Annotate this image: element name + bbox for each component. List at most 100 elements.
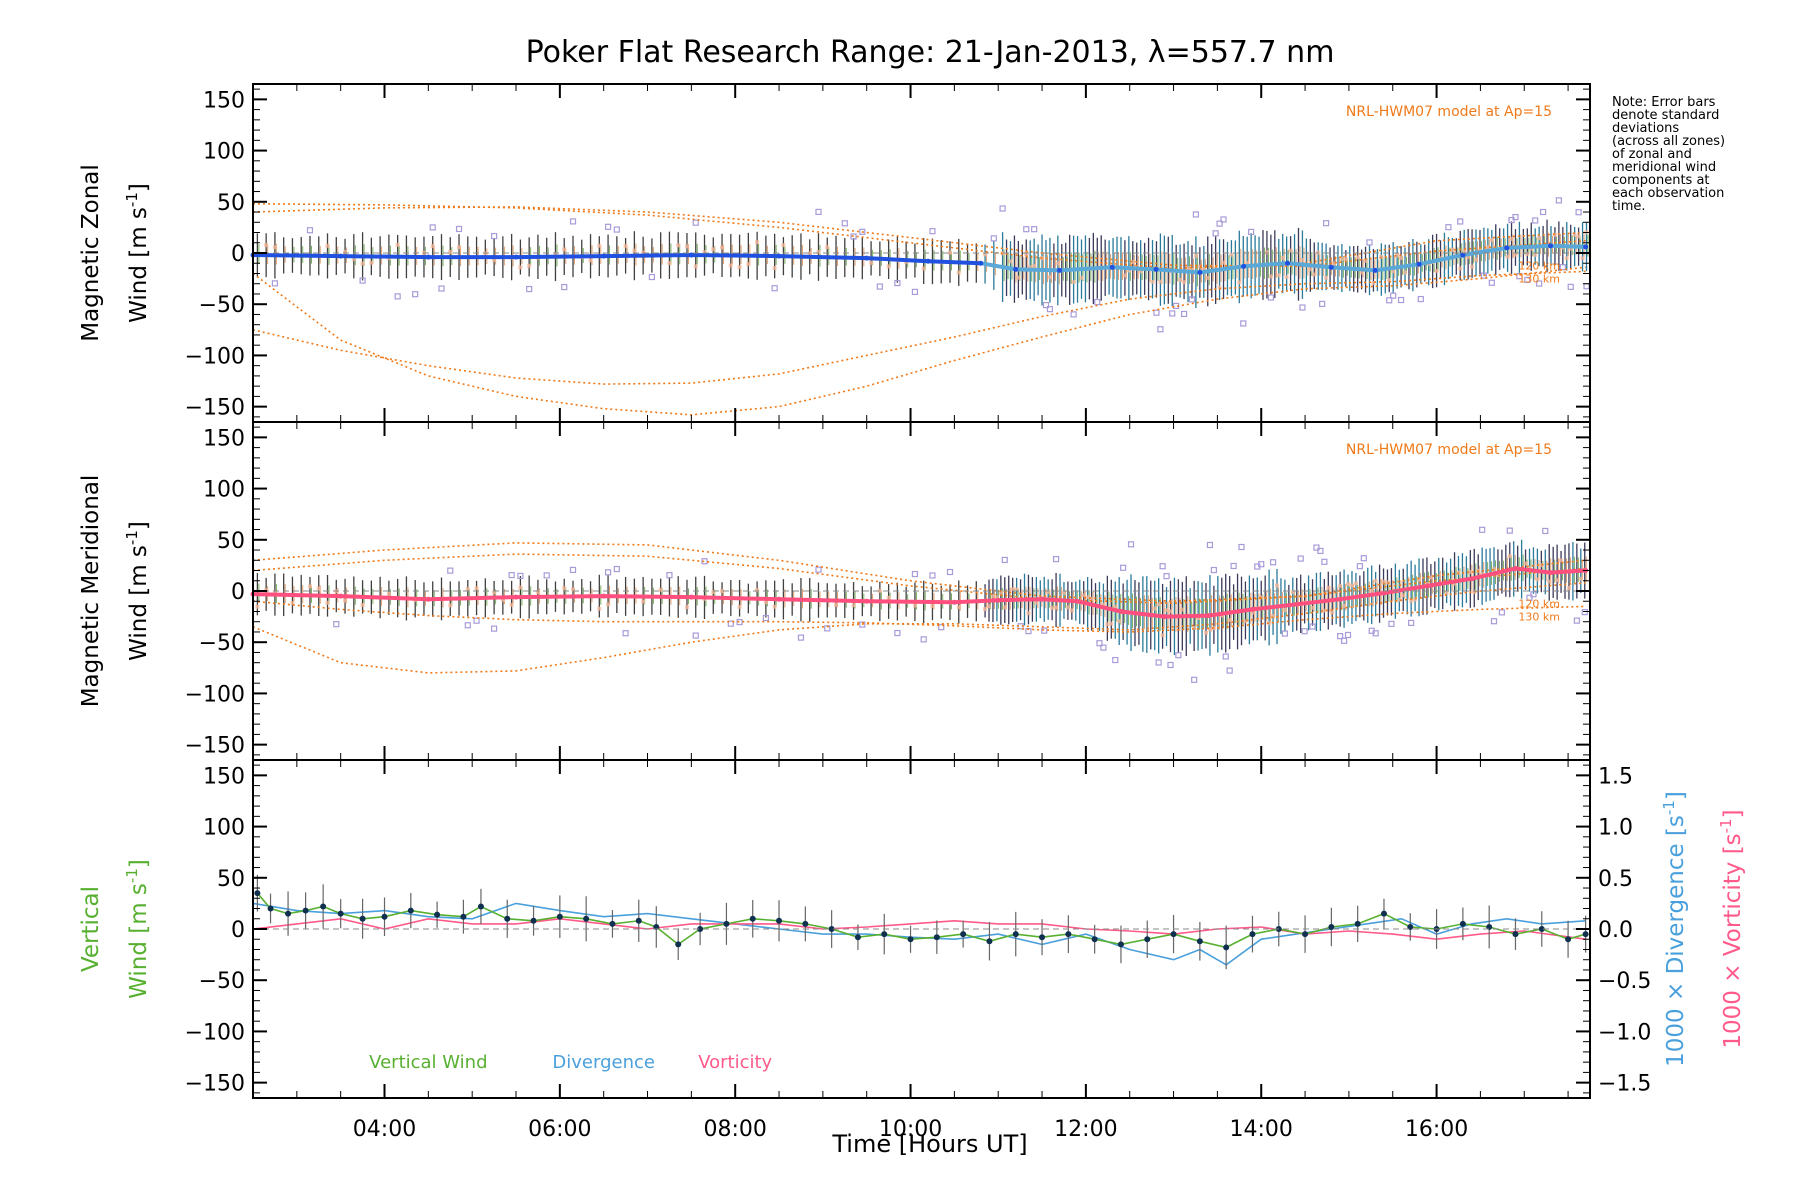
zonal-model-sample xyxy=(588,258,593,263)
meridional-ylabel-unit: Wind [m s xyxy=(126,545,152,661)
meridional-zone-point xyxy=(1167,661,1174,669)
meridional-model-sample xyxy=(755,588,760,593)
meridional-zone-point xyxy=(1155,659,1162,666)
meridional-zone-point xyxy=(1360,555,1367,562)
zonal-mean-point xyxy=(1548,243,1554,249)
meridional-zone-point xyxy=(1281,630,1289,637)
vertical-wind-point xyxy=(1091,936,1098,943)
meridional-model-sample xyxy=(684,605,689,610)
zonal-model-sample xyxy=(1568,246,1573,251)
vertical-wind-point xyxy=(1512,931,1519,938)
meridional-model-sample xyxy=(1081,593,1086,598)
meridional-model-sample xyxy=(1397,597,1402,602)
meridional-model-sample xyxy=(307,584,312,589)
zonal-model-sample xyxy=(1387,278,1392,283)
vertical-ylabel-unit: Wind [m s xyxy=(126,883,152,999)
meridional-model-sample xyxy=(1342,604,1347,609)
zonal-mean-point xyxy=(776,253,782,259)
vertical-wind-point xyxy=(267,905,274,912)
zonal-ytick-label: 100 xyxy=(203,140,245,165)
zonal-zone-point xyxy=(455,225,463,233)
meridional-model-sample xyxy=(1330,610,1335,615)
meridional-zone-point xyxy=(1210,566,1217,574)
meridional-model-sample xyxy=(1381,579,1386,584)
zonal-model-sample xyxy=(1552,232,1557,237)
meridional-zone-point xyxy=(447,567,454,574)
zonal-mean-point xyxy=(513,254,519,260)
zonal-ylabel-line2: Wind [m s-1] xyxy=(123,183,152,323)
meridional-zone-point xyxy=(464,622,471,629)
zonal-model-sample xyxy=(1474,257,1479,262)
vertical-wind-point xyxy=(1302,931,1309,938)
meridional-mean-point xyxy=(1548,570,1554,576)
vertical-wind-point xyxy=(1249,931,1256,938)
meridional-model-sample xyxy=(1275,583,1280,588)
meridional-model-sample xyxy=(1472,589,1477,594)
zonal-zone-point xyxy=(1180,310,1188,318)
zonal-model-sample xyxy=(1189,267,1194,272)
meridional-model-sample xyxy=(1196,615,1201,620)
meridional-mean-point xyxy=(1425,583,1431,589)
zonal-ylabel-line1: Magnetic Zonal xyxy=(78,164,104,342)
zonal-zone-point xyxy=(1216,220,1223,227)
vertical-wind-point xyxy=(1380,910,1387,917)
meridional-model-sample xyxy=(1109,621,1114,626)
zonal-zone-point xyxy=(438,285,445,292)
zonal-model-sample xyxy=(1245,260,1250,265)
meridional-zone-point xyxy=(1309,623,1316,630)
zonal-zone-point xyxy=(850,233,857,240)
divergence-axis-label-sup: -1 xyxy=(1660,800,1678,815)
meridional-model-sample xyxy=(1164,608,1169,613)
vertical-ylabel-line1: Vertical xyxy=(78,886,104,972)
vertical-wind-point xyxy=(1223,944,1230,951)
zonal-zone-point xyxy=(1157,326,1164,333)
zonal-mean-point xyxy=(864,255,870,261)
zonal-model-sample xyxy=(1339,256,1344,261)
zonal-model-sample xyxy=(360,261,365,266)
meridional-zone-point xyxy=(1337,633,1344,640)
zonal-model-sample xyxy=(1138,269,1143,274)
zonal-model-sample xyxy=(1395,253,1400,258)
meridional-model-sample xyxy=(1085,595,1090,600)
vertical-wind-point xyxy=(960,931,967,938)
vertical-ytick-label: −50 xyxy=(199,969,245,994)
meridional-model-sample xyxy=(1282,608,1287,613)
meridional-model-sample xyxy=(1401,593,1406,598)
zonal-model-sample xyxy=(667,261,672,266)
meridional-model-sample xyxy=(886,595,891,600)
meridional-zone-point xyxy=(622,630,629,637)
meridional-model-sample xyxy=(316,586,321,591)
meridional-model-sample xyxy=(1346,582,1351,587)
zonal-model-sample xyxy=(886,264,891,269)
zonal-zone-point xyxy=(1445,224,1452,231)
zonal-zone-point xyxy=(1240,320,1247,327)
zonal-ytick-label: −100 xyxy=(185,344,245,369)
meridional-zone-point xyxy=(1526,594,1533,601)
meridional-zone-point xyxy=(1230,562,1237,570)
zonal-panel-axes: 150 100 50 0 −50 −100 −150 Magnetic Zonal Wind [… xyxy=(78,83,1591,423)
vertical-wind-point xyxy=(381,913,388,920)
meridional-ylabel-sup: -1 xyxy=(123,530,141,545)
vertical-wind-point xyxy=(854,934,861,941)
meridional-model-sample xyxy=(465,587,470,592)
meridional-zone-point xyxy=(1321,558,1328,565)
zonal-mean-point xyxy=(601,253,607,259)
zonal-model-sample xyxy=(1576,234,1581,239)
zonal-model-sample xyxy=(1032,264,1037,269)
vertical-wind-point xyxy=(460,913,467,920)
meridional-zone-point xyxy=(920,636,927,643)
meridional-zone-point xyxy=(946,568,954,576)
meridional-model-sample xyxy=(1452,581,1457,586)
meridional-model-sample xyxy=(1026,611,1031,616)
zonal-zone-point xyxy=(1070,311,1077,318)
vertical-wind-point xyxy=(653,923,660,930)
zonal-zone-point xyxy=(929,228,936,235)
zonal-zone-point xyxy=(1417,295,1424,303)
zonal-zone-point xyxy=(526,285,533,293)
zonal-model-sample xyxy=(1513,252,1518,257)
meridional-model-sample xyxy=(1495,573,1500,578)
vertical-ytick-label: −150 xyxy=(185,1072,245,1097)
vorticity-axis-label-text: 1000 × Vorticity [s xyxy=(1720,833,1746,1048)
vertical-wind-point xyxy=(635,917,642,924)
